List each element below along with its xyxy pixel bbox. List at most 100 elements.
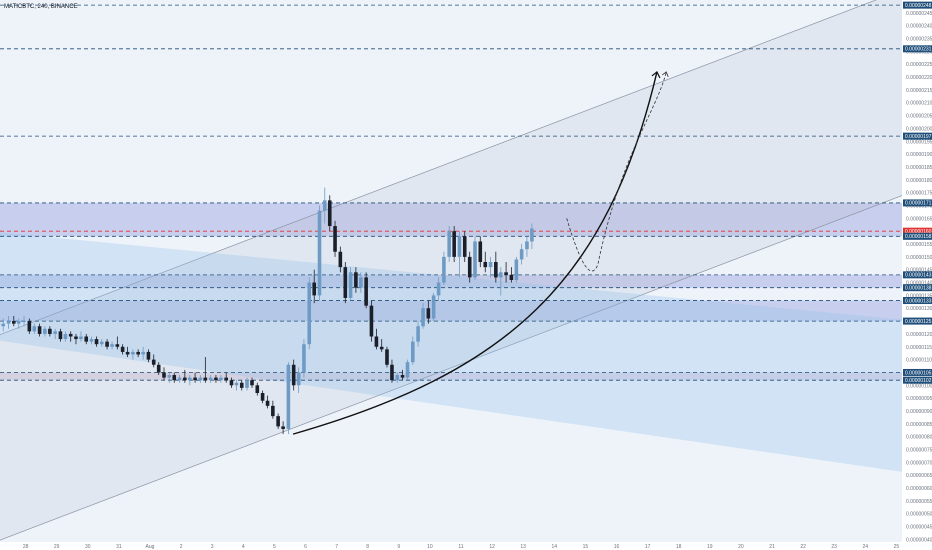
candle-body-13	[53, 331, 57, 334]
y-tick-label: 0.00000085	[906, 422, 932, 428]
candle-body-61	[302, 344, 306, 373]
candle-body-69	[343, 267, 348, 298]
x-tick-label: 15	[583, 544, 589, 550]
candle-body-42	[203, 377, 208, 381]
candle-body-96	[483, 262, 488, 268]
y-tick-label: 0.00000175	[906, 191, 932, 197]
candle-body-38	[183, 377, 187, 381]
zone-3	[0, 372, 902, 381]
y-tick-label: 0.00000165	[906, 216, 932, 222]
candle-body-7	[22, 321, 26, 323]
candle-body-57	[281, 426, 285, 429]
candle-body-18	[79, 336, 83, 340]
candle-body-85	[426, 308, 431, 319]
candle-body-100	[504, 272, 508, 275]
price-level-tag-4	[903, 227, 932, 235]
candle-body-6	[16, 321, 21, 324]
candle-body-30	[141, 351, 145, 355]
demand-supply-zones	[0, 202, 902, 381]
candle-body-71	[354, 272, 358, 288]
x-tick-label: 23	[831, 544, 837, 550]
candle-body-50	[245, 380, 249, 388]
candle-body-40	[193, 377, 197, 381]
candle-body-10	[37, 326, 42, 334]
x-tick-label: 6	[304, 544, 307, 550]
y-tick-label: 0.00000040	[906, 537, 932, 543]
price-level-tag-3	[903, 199, 932, 207]
candle-body-26	[120, 346, 125, 352]
candle-body-28	[131, 351, 135, 355]
candle-body-12	[48, 328, 52, 334]
falling-channel-fill	[0, 232, 932, 477]
candle-body-23	[105, 341, 109, 347]
y-tick-label: 0.00000100	[906, 383, 932, 389]
candle-body-29	[136, 351, 140, 355]
candle-body-31	[146, 351, 151, 360]
price-level-label: 0.00000125	[905, 319, 932, 325]
candle-body-78	[390, 364, 394, 381]
candle-body-75	[374, 336, 379, 347]
y-tick-label: 0.00000215	[906, 88, 932, 94]
candle-body-102	[514, 259, 519, 280]
candle-body-84	[421, 308, 425, 327]
candle-body-51	[250, 380, 254, 386]
candle-body-39	[188, 377, 192, 381]
x-tick-label: 17	[645, 544, 651, 550]
candle-body-48	[234, 382, 239, 386]
x-tick-label: 21	[769, 544, 775, 550]
candle-body-94	[473, 241, 477, 278]
candle-body-17	[74, 336, 78, 340]
candle-body-92	[462, 236, 467, 257]
x-tick-label: 8	[366, 544, 369, 550]
candle-body-54	[265, 400, 270, 406]
price-level-label: 0.00000105	[905, 370, 932, 376]
candle-body-32	[151, 359, 156, 365]
rising-channel-lower-line	[0, 183, 932, 541]
x-tick-label: 19	[707, 544, 713, 550]
y-tick-label: 0.00000055	[906, 499, 932, 505]
price-level-tag-8	[903, 297, 932, 305]
projection-dashed-arrowhead	[662, 71, 669, 78]
rising-channel-upper-line	[0, 0, 877, 335]
x-tick-label: 7	[335, 544, 338, 550]
candle-body-45	[219, 377, 223, 381]
y-tick-label: 0.00000245	[906, 11, 932, 17]
y-tick-label: 0.00000095	[906, 396, 932, 402]
candle-body-101	[509, 274, 514, 280]
y-tick-label: 0.00000075	[906, 448, 932, 454]
x-tick-label: 18	[676, 544, 682, 550]
candle-body-62	[307, 282, 312, 345]
y-tick-label: 0.00000220	[906, 75, 932, 81]
candle-body-65	[322, 200, 327, 211]
candle-body-82	[410, 341, 415, 363]
x-tick-label: 4	[242, 544, 245, 550]
candle-body-58	[286, 364, 291, 429]
candle-body-91	[457, 236, 462, 257]
candle-body-37	[177, 377, 182, 381]
candle-body-104	[525, 241, 529, 250]
y-tick-label: 0.00000185	[906, 165, 932, 171]
y-tick-label: 0.00000205	[906, 114, 932, 120]
candle-body-24	[110, 344, 114, 347]
candle-body-87	[436, 282, 441, 296]
candle-body-53	[260, 393, 265, 401]
x-axis-background	[0, 542, 932, 550]
y-tick-label: 0.00000045	[906, 525, 932, 531]
candle-body-4	[6, 321, 11, 324]
price-level-label: 0.00000160	[905, 229, 932, 235]
candle-body-52	[255, 385, 260, 394]
y-tick-label: 0.00000120	[906, 332, 932, 338]
candle-body-67	[333, 226, 337, 252]
price-level-label: 0.00000133	[905, 298, 932, 304]
y-tick-label: 0.00000130	[906, 306, 932, 312]
candle-body-72	[359, 277, 363, 288]
candle-body-76	[379, 346, 384, 350]
candle-body-41	[198, 377, 203, 381]
candle-body-47	[229, 380, 234, 386]
x-tick-label: 9	[397, 544, 400, 550]
symbol-label: MATICBTC, 240, BINANCE	[4, 4, 78, 10]
price-level-label: 0.00000248	[905, 3, 932, 9]
y-tick-label: 0.00000150	[906, 255, 932, 261]
